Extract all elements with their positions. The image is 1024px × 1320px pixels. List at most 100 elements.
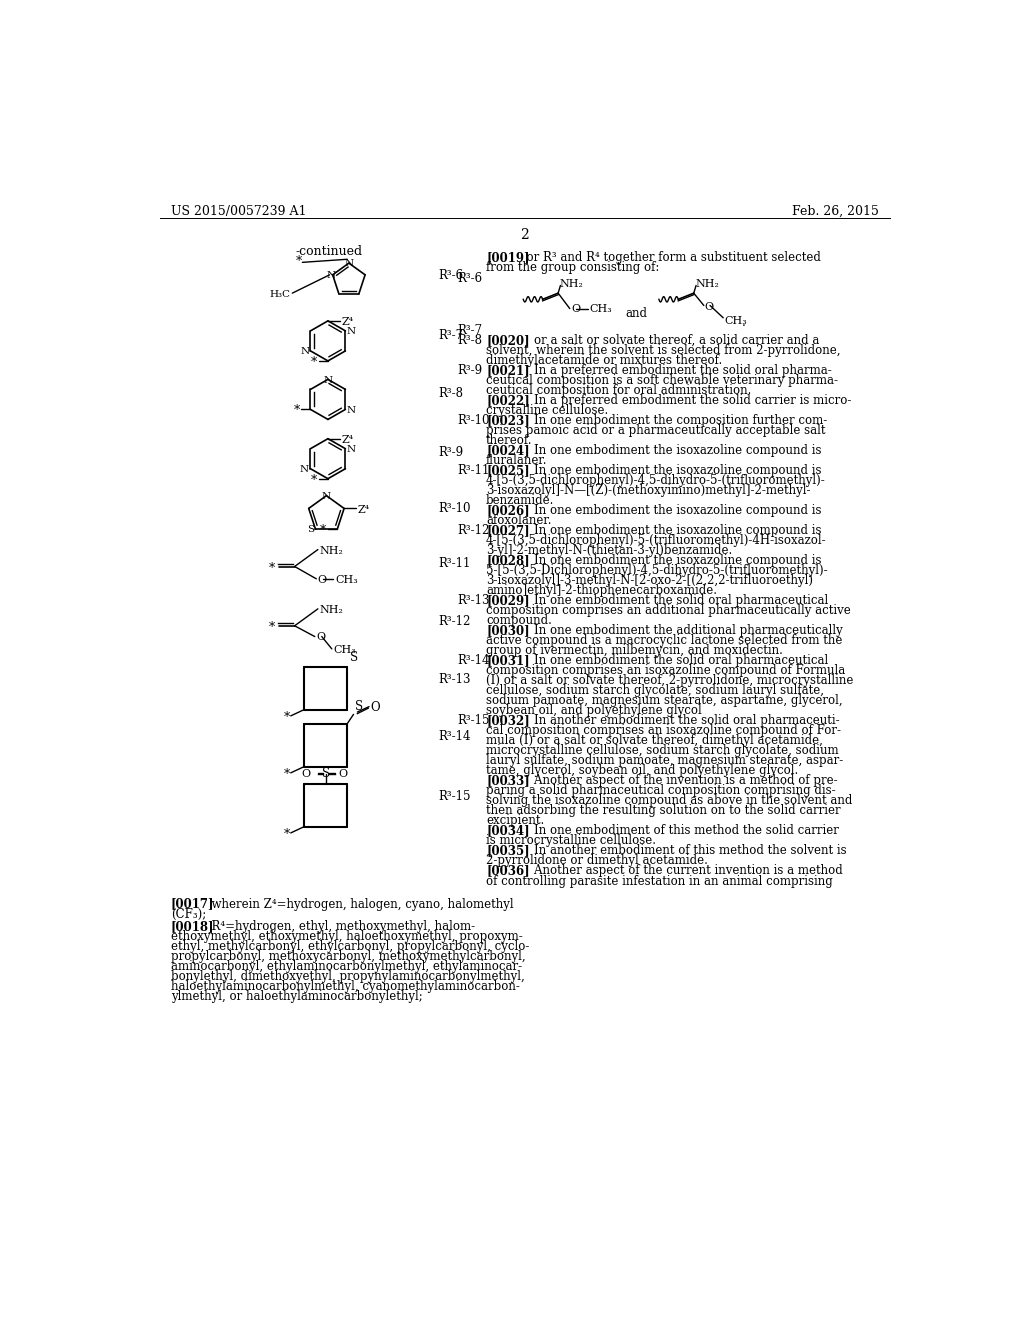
- Text: R³-8: R³-8: [438, 387, 463, 400]
- Text: R³-11: R³-11: [458, 465, 489, 477]
- Text: R³-8: R³-8: [458, 334, 482, 347]
- Text: benzamide.: benzamide.: [486, 494, 554, 507]
- Text: active compound is a macrocyclic lactone selected from the: active compound is a macrocyclic lactone…: [486, 635, 843, 647]
- Text: prises pamoic acid or a pharmaceutically acceptable salt: prises pamoic acid or a pharmaceutically…: [486, 424, 825, 437]
- Text: (I) or a salt or solvate thereof, 2-pyrrolidone, microcrystalline: (I) or a salt or solvate thereof, 2-pyrr…: [486, 675, 853, 688]
- Text: composition comprises an isoxazoline compound of Formula: composition comprises an isoxazoline com…: [486, 664, 845, 677]
- Text: *: *: [284, 768, 290, 781]
- Text: [0034]: [0034]: [486, 825, 529, 837]
- Text: R³-10: R³-10: [458, 414, 489, 428]
- Text: *: *: [269, 561, 275, 574]
- Text: (CF₃);: (CF₃);: [171, 908, 206, 920]
- Text: 3-isoxazolyl]-N—[(Z)-(methoxyimino)methyl]-2-methyl-: 3-isoxazolyl]-N—[(Z)-(methoxyimino)methy…: [486, 484, 811, 498]
- Text: [0032]: [0032]: [486, 714, 529, 727]
- Text: N: N: [344, 260, 353, 268]
- Text: compound.: compound.: [486, 614, 552, 627]
- Text: *: *: [295, 255, 302, 268]
- Text: CH₃: CH₃: [589, 305, 612, 314]
- Text: In a preferred embodiment the solid carrier is micro-: In a preferred embodiment the solid carr…: [518, 395, 851, 407]
- Text: afoxolaner.: afoxolaner.: [486, 515, 552, 527]
- Text: bonylethyl, dimethoxyethyl, propynylaminocarbonylmethyl,: bonylethyl, dimethoxyethyl, propynylamin…: [171, 970, 524, 983]
- Text: CH₃: CH₃: [334, 645, 356, 656]
- Text: wherein Z⁴=hydrogen, halogen, cyano, halomethyl: wherein Z⁴=hydrogen, halogen, cyano, hal…: [204, 898, 514, 911]
- Text: [0027]: [0027]: [486, 524, 529, 537]
- Text: In one embodiment the additional pharmaceutically: In one embodiment the additional pharmac…: [518, 624, 843, 638]
- Text: 2-pyrrolidone or dimethyl acetamide.: 2-pyrrolidone or dimethyl acetamide.: [486, 854, 708, 867]
- Text: O: O: [302, 768, 311, 779]
- Text: 4-[5-(3,5-dichlorophenyl)-4,5-dihydro-5-(trifluoromethyl)-: 4-[5-(3,5-dichlorophenyl)-4,5-dihydro-5-…: [486, 474, 825, 487]
- Text: In a preferred embodiment the solid oral pharma-: In a preferred embodiment the solid oral…: [518, 364, 831, 378]
- Text: [0026]: [0026]: [486, 504, 529, 517]
- Text: ceutical composition is a soft chewable veterinary pharma-: ceutical composition is a soft chewable …: [486, 374, 838, 387]
- Text: S: S: [349, 651, 357, 664]
- Text: propylcarbonyl, methoxycarbonyl, methoxymethylcarbonyl,: propylcarbonyl, methoxycarbonyl, methoxy…: [171, 950, 525, 964]
- Text: In one embodiment the isoxazoline compound is: In one embodiment the isoxazoline compou…: [518, 465, 821, 477]
- Text: 3-isoxazolyl]-3-methyl-N-[2-oxo-2-[(2,2,2-trifluoroethyl): 3-isoxazolyl]-3-methyl-N-[2-oxo-2-[(2,2,…: [486, 574, 813, 587]
- Text: N: N: [327, 271, 336, 280]
- Text: N: N: [346, 445, 355, 454]
- Text: In one embodiment the composition further com-: In one embodiment the composition furthe…: [518, 414, 826, 428]
- Text: N: N: [300, 465, 309, 474]
- Text: [0036]: [0036]: [486, 865, 529, 878]
- Text: or R³ and R⁴ together form a substituent selected: or R³ and R⁴ together form a substituent…: [518, 251, 820, 264]
- Text: O: O: [371, 701, 380, 714]
- Text: amino]ethyl]-2-thiophenecarboxamide.: amino]ethyl]-2-thiophenecarboxamide.: [486, 585, 717, 597]
- Text: *: *: [311, 356, 317, 370]
- Text: R³-12: R³-12: [438, 615, 470, 628]
- Text: [0025]: [0025]: [486, 465, 529, 477]
- Text: sodium pamoate, magnesium stearate, aspartame, glycerol,: sodium pamoate, magnesium stearate, aspa…: [486, 694, 843, 708]
- Text: Z⁴: Z⁴: [342, 436, 354, 445]
- Text: microcrystalline cellulose, sodium starch glycolate, sodium: microcrystalline cellulose, sodium starc…: [486, 744, 839, 758]
- Text: [0031]: [0031]: [486, 655, 529, 668]
- Text: .: .: [741, 315, 745, 329]
- Text: N: N: [346, 327, 355, 337]
- Text: CH₃: CH₃: [725, 315, 748, 326]
- Text: [0033]: [0033]: [486, 775, 529, 788]
- Text: [0023]: [0023]: [486, 414, 529, 428]
- Text: haloethylaminocarbonylmethyl, cyanomethylaminocarbon-: haloethylaminocarbonylmethyl, cyanomethy…: [171, 979, 519, 993]
- Text: NH₂: NH₂: [695, 279, 719, 289]
- Text: S: S: [322, 767, 330, 780]
- Text: ceutical composition for oral administration.: ceutical composition for oral administra…: [486, 384, 752, 397]
- Text: NH₂: NH₂: [560, 279, 584, 289]
- Text: [0020]: [0020]: [486, 334, 529, 347]
- Text: R³-6: R³-6: [438, 268, 463, 281]
- Text: In one embodiment the isoxazoline compound is: In one embodiment the isoxazoline compou…: [518, 524, 821, 537]
- Text: R³-9: R³-9: [438, 446, 463, 458]
- Text: [0021]: [0021]: [486, 364, 529, 378]
- Text: is microcrystalline cellulose.: is microcrystalline cellulose.: [486, 834, 656, 847]
- Text: cellulose, sodium starch glycolate, sodium lauryl sulfate,: cellulose, sodium starch glycolate, sodi…: [486, 684, 824, 697]
- Text: aminocarbonyl, ethylaminocarbonylmethyl, ethylaminocar-: aminocarbonyl, ethylaminocarbonylmethyl,…: [171, 960, 522, 973]
- Text: [0028]: [0028]: [486, 554, 529, 568]
- Text: ethoxymethyl, ethoxymethyl, haloethoxymethyl, propoxym-: ethoxymethyl, ethoxymethyl, haloethoxyme…: [171, 929, 522, 942]
- Text: In one embodiment the solid oral pharmaceutical: In one embodiment the solid oral pharmac…: [518, 655, 827, 668]
- Text: R³-13: R³-13: [458, 594, 489, 607]
- Text: -continued: -continued: [296, 246, 364, 259]
- Text: In one embodiment the isoxazoline compound is: In one embodiment the isoxazoline compou…: [518, 554, 821, 568]
- Text: Z⁴: Z⁴: [342, 317, 354, 327]
- Text: 3-yl]-2-methyl-N-(thietan-3-yl)benzamide.: 3-yl]-2-methyl-N-(thietan-3-yl)benzamide…: [486, 544, 732, 557]
- Text: composition comprises an additional pharmaceutically active: composition comprises an additional phar…: [486, 605, 851, 618]
- Text: [0035]: [0035]: [486, 845, 529, 858]
- Text: O: O: [338, 768, 347, 779]
- Text: [0022]: [0022]: [486, 395, 529, 407]
- Text: 2: 2: [520, 227, 529, 242]
- Text: O: O: [571, 305, 581, 314]
- Text: from the group consisting of:: from the group consisting of:: [486, 261, 659, 273]
- Text: R³-13: R³-13: [438, 673, 470, 686]
- Text: R³-7: R³-7: [458, 323, 482, 337]
- Text: solvent, wherein the solvent is selected from 2-pyrrolidone,: solvent, wherein the solvent is selected…: [486, 345, 841, 356]
- Text: In one embodiment of this method the solid carrier: In one embodiment of this method the sol…: [518, 825, 839, 837]
- Text: Z⁴: Z⁴: [358, 506, 370, 515]
- Text: In one embodiment the isoxazoline compound is: In one embodiment the isoxazoline compou…: [518, 504, 821, 517]
- Text: group of ivermectin, milbemycin, and moxidectin.: group of ivermectin, milbemycin, and mox…: [486, 644, 783, 657]
- Text: CH₃: CH₃: [335, 574, 357, 585]
- Text: R³-10: R³-10: [438, 502, 470, 515]
- Text: In another embodiment the solid oral pharmaceuti-: In another embodiment the solid oral pha…: [518, 714, 840, 727]
- Text: NH₂: NH₂: [319, 606, 343, 615]
- Text: S: S: [355, 700, 364, 713]
- Text: dimethylacetamide or mixtures thereof.: dimethylacetamide or mixtures thereof.: [486, 354, 722, 367]
- Text: [0024]: [0024]: [486, 444, 529, 457]
- Text: [0030]: [0030]: [486, 624, 529, 638]
- Text: or a salt or solvate thereof, a solid carrier and a: or a salt or solvate thereof, a solid ca…: [518, 334, 819, 347]
